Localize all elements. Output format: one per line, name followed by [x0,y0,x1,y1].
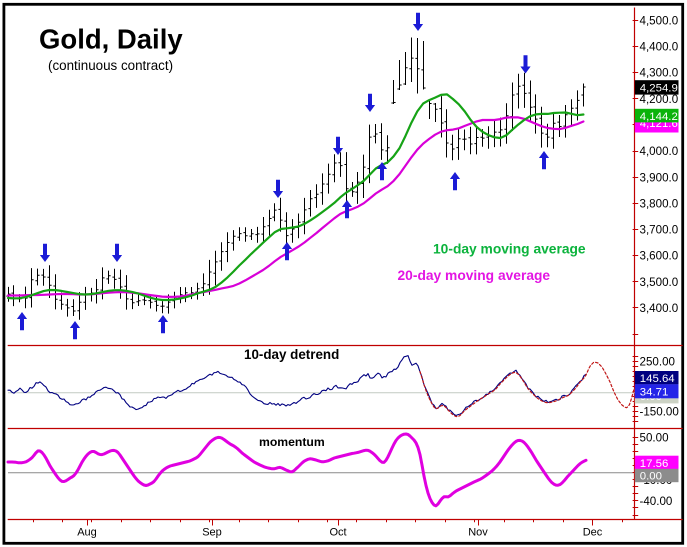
svg-text:Sep: Sep [202,526,222,538]
svg-text:Nov: Nov [468,526,488,538]
svg-text:4,400.0: 4,400.0 [640,41,679,54]
svg-text:(continuous contract): (continuous contract) [48,58,173,73]
svg-text:50.00: 50.00 [640,432,669,445]
svg-text:34.71: 34.71 [640,387,669,399]
svg-text:4,254.9: 4,254.9 [640,83,678,95]
svg-text:10-day detrend: 10-day detrend [244,347,339,362]
svg-text:momentum: momentum [259,435,325,449]
svg-text:4,000.0: 4,000.0 [640,145,679,158]
svg-text:3,700.0: 3,700.0 [640,224,679,237]
svg-text:Aug: Aug [77,526,97,538]
svg-text:10-day moving average: 10-day moving average [433,242,586,257]
svg-text:4,500.0: 4,500.0 [640,14,679,27]
svg-text:3,500.0: 3,500.0 [640,276,679,289]
svg-text:Oct: Oct [329,526,346,538]
svg-text:4,300.0: 4,300.0 [640,67,679,80]
svg-text:-40.00: -40.00 [640,495,673,508]
svg-text:4,144.2: 4,144.2 [640,111,678,123]
svg-text:3,800.0: 3,800.0 [640,197,679,210]
svg-text:3,600.0: 3,600.0 [640,250,679,263]
svg-text:0.00: 0.00 [640,471,662,483]
svg-text:250.00: 250.00 [640,356,675,369]
svg-text:3,400.0: 3,400.0 [640,302,679,315]
svg-text:17.56: 17.56 [640,458,669,470]
svg-text:145.64: 145.64 [640,373,675,385]
svg-text:Dec: Dec [583,526,603,538]
svg-text:-150.00: -150.00 [640,406,679,419]
svg-text:3,900.0: 3,900.0 [640,171,679,184]
svg-text:Gold, Daily: Gold, Daily [39,24,183,55]
svg-text:20-day moving average: 20-day moving average [398,268,551,283]
svg-text:4,200.0: 4,200.0 [640,93,679,106]
